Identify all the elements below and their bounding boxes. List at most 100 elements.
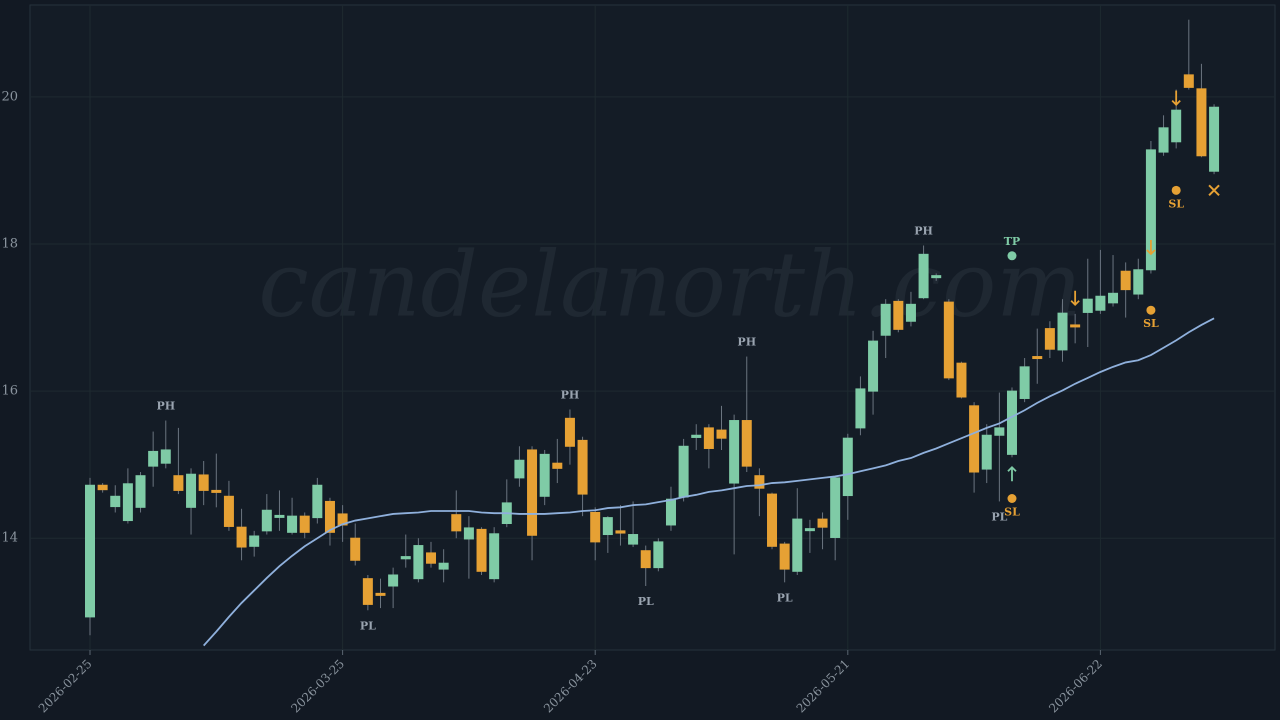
candle-body bbox=[110, 495, 121, 508]
candle-body bbox=[615, 530, 626, 534]
candle-body bbox=[628, 534, 639, 545]
candle-body bbox=[1183, 74, 1194, 88]
candle-body bbox=[274, 514, 285, 518]
y-tick-label: 18 bbox=[1, 237, 18, 252]
pivot-label: PL bbox=[777, 591, 793, 604]
candle-body bbox=[918, 253, 929, 299]
candle-body bbox=[1006, 390, 1017, 455]
candle-body bbox=[1196, 88, 1207, 157]
candle-body bbox=[804, 528, 815, 532]
candle-body bbox=[994, 427, 1005, 436]
exit-cross bbox=[1208, 184, 1220, 197]
candle-body bbox=[880, 303, 891, 336]
candle-body bbox=[476, 528, 487, 572]
candle-body bbox=[1158, 127, 1169, 153]
candle-body bbox=[85, 484, 95, 618]
candle-body bbox=[564, 417, 575, 447]
signal-arrow bbox=[1070, 290, 1080, 306]
candle-body bbox=[956, 362, 967, 398]
candle-body bbox=[1019, 366, 1030, 399]
candle-body bbox=[868, 340, 879, 392]
candle-body bbox=[1209, 106, 1220, 172]
candle-body bbox=[1044, 328, 1055, 350]
candle-body bbox=[665, 498, 676, 526]
candle-body bbox=[767, 493, 778, 547]
candle-body bbox=[489, 533, 500, 580]
candle-body bbox=[943, 301, 954, 379]
pivot-label: PH bbox=[914, 224, 933, 237]
candle-body bbox=[817, 518, 828, 528]
candle-body bbox=[426, 552, 437, 564]
pivot-label: PH bbox=[561, 389, 580, 402]
moving-average-line bbox=[203, 317, 1215, 647]
marker-label: TP bbox=[1004, 235, 1020, 248]
candle-body bbox=[463, 527, 474, 540]
candle-body bbox=[122, 483, 133, 522]
marker-dot bbox=[1171, 185, 1181, 195]
candle-body bbox=[893, 300, 904, 330]
candle-body bbox=[1070, 324, 1081, 328]
candle-body bbox=[754, 475, 765, 489]
candle-body bbox=[1032, 356, 1043, 360]
candle-body bbox=[779, 543, 790, 570]
pivot-label: PL bbox=[991, 510, 1007, 523]
candle-body bbox=[173, 475, 184, 491]
candle-body bbox=[1108, 292, 1119, 304]
candle-body bbox=[312, 484, 323, 519]
marker-label: SL bbox=[1004, 505, 1020, 518]
candle-body bbox=[1171, 109, 1182, 143]
candle-body bbox=[539, 453, 550, 497]
candle-body bbox=[413, 545, 424, 580]
candle-body bbox=[236, 526, 247, 548]
candle-body bbox=[375, 592, 386, 596]
candle-body bbox=[729, 420, 740, 484]
candle-body bbox=[1057, 312, 1068, 351]
marker-dot bbox=[1007, 251, 1017, 261]
candle-body bbox=[830, 477, 841, 538]
candle-body bbox=[691, 434, 702, 438]
y-tick-label: 16 bbox=[1, 384, 18, 399]
candle-body bbox=[362, 578, 373, 605]
candle-body bbox=[160, 449, 171, 464]
candle-body bbox=[716, 429, 727, 439]
candle-body bbox=[527, 449, 538, 536]
candle-body bbox=[299, 515, 310, 533]
candle-body bbox=[211, 489, 222, 493]
candle-body bbox=[981, 434, 992, 470]
candle-body bbox=[640, 550, 651, 569]
candle-body bbox=[388, 574, 399, 587]
marker-dot bbox=[1007, 493, 1017, 503]
signal-arrow bbox=[1007, 465, 1017, 482]
candle-body bbox=[905, 303, 916, 322]
y-tick-label: 20 bbox=[1, 89, 18, 104]
candle-body bbox=[1145, 149, 1156, 271]
candle-body bbox=[1095, 295, 1106, 311]
candle-body bbox=[135, 475, 146, 508]
candle-body bbox=[577, 439, 588, 495]
candle-body bbox=[261, 509, 272, 532]
candle-body bbox=[1120, 270, 1131, 291]
watermark: candelanorth.com bbox=[258, 232, 1081, 337]
pivot-label: PH bbox=[156, 400, 175, 413]
candle-body bbox=[741, 420, 752, 467]
candle-body bbox=[148, 450, 159, 467]
pivot-label: PL bbox=[360, 619, 376, 632]
candle-body bbox=[400, 556, 411, 560]
candle-body bbox=[198, 474, 209, 491]
candle-body bbox=[653, 541, 664, 569]
marker-dot bbox=[1146, 305, 1156, 315]
signal-arrow bbox=[1171, 90, 1181, 106]
candle-body bbox=[287, 515, 298, 533]
y-tick-label: 14 bbox=[1, 531, 18, 546]
marker-label: SL bbox=[1168, 197, 1184, 210]
candle-body bbox=[186, 473, 197, 508]
candle-body bbox=[842, 437, 853, 497]
marker-label: SL bbox=[1143, 317, 1159, 330]
candle-body bbox=[97, 484, 108, 491]
candle-body bbox=[931, 275, 942, 279]
candle-body bbox=[552, 462, 563, 469]
candle-body bbox=[1133, 269, 1144, 295]
candle-body bbox=[451, 514, 462, 532]
pivot-label: PL bbox=[638, 595, 654, 608]
